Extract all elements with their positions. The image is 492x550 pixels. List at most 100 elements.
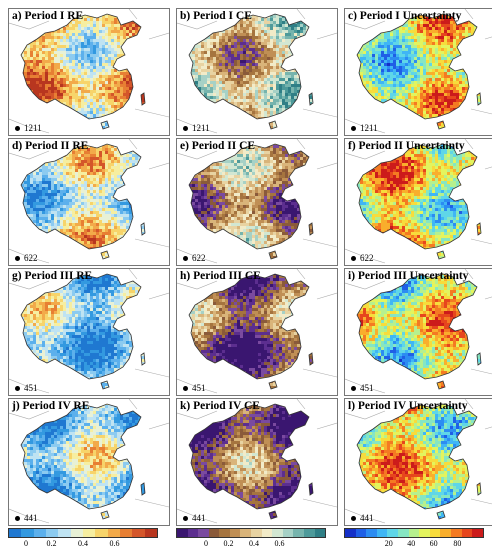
station-count: 622 xyxy=(183,253,206,263)
station-count: 451 xyxy=(183,383,206,393)
colorbar-swatch xyxy=(45,529,59,537)
colorbar-tick-label: 0.2 xyxy=(224,539,234,548)
panel-title: e) Period II CE xyxy=(180,140,255,152)
colorbar-swatch xyxy=(251,529,262,537)
station-dot-icon xyxy=(15,255,20,261)
panel-title: l) Period IV Uncertainty xyxy=(348,400,468,412)
colorbar-swatch xyxy=(21,529,34,537)
china-map-k xyxy=(177,399,337,524)
colorbar-swatch xyxy=(419,529,430,537)
colorbar-tick-label: 0 xyxy=(204,539,208,548)
colorbar-swatch xyxy=(33,529,46,537)
colorbar-swatch xyxy=(144,529,157,537)
colorbar-ce-ticks: 0 0.2 0.4 0.6 xyxy=(176,538,326,548)
station-count-value: 622 xyxy=(192,253,206,263)
colorbar-re-ticks: 0 0.2 0.4 0.6 xyxy=(8,538,158,548)
colorbar-swatch xyxy=(461,529,473,537)
colorbar-swatch xyxy=(177,529,188,537)
station-dot-icon xyxy=(351,515,356,521)
colorbar-swatch xyxy=(219,529,230,537)
colorbar-tick-label: 0.4 xyxy=(78,539,88,548)
china-map-h xyxy=(177,269,337,394)
station-dot-icon xyxy=(183,125,188,131)
map-panel-h: h) Period III CE 451 xyxy=(176,268,338,396)
panel-title: h) Period III CE xyxy=(180,270,261,282)
china-map-l xyxy=(345,399,492,524)
station-count: 441 xyxy=(351,513,374,523)
panel-title: k) Period IV CE xyxy=(180,400,260,412)
colorbar-swatch xyxy=(82,529,96,537)
map-panel-a: a) Period I RE 1211 xyxy=(8,8,170,136)
china-map-b xyxy=(177,9,337,134)
station-count-value: 1211 xyxy=(192,123,210,133)
station-count: 451 xyxy=(15,383,38,393)
panel-title: j) Period IV RE xyxy=(12,400,89,412)
colorbar-uncertainty: 20 40 60 80 xyxy=(344,528,484,548)
map-panel-i: i) Period III Uncertainty 451 xyxy=(344,268,492,396)
station-count-value: 1211 xyxy=(360,123,378,133)
colorbar-swatch xyxy=(187,529,199,537)
station-dot-icon xyxy=(183,255,188,261)
colorbar-tick-label: 0.2 xyxy=(47,539,57,548)
colorbar-swatch xyxy=(355,529,367,537)
station-count-value: 441 xyxy=(24,513,38,523)
station-dot-icon xyxy=(15,125,20,131)
map-panel-g: g) Period III RE 451 xyxy=(8,268,170,396)
colorbar-swatch xyxy=(429,529,441,537)
colorbar-swatch xyxy=(440,529,452,537)
station-count-value: 441 xyxy=(360,513,374,523)
station-count: 1211 xyxy=(15,123,42,133)
station-count: 441 xyxy=(183,513,206,523)
station-dot-icon xyxy=(351,125,356,131)
colorbar-tick-label: 0.6 xyxy=(110,539,120,548)
china-map-a xyxy=(9,9,169,134)
colorbar-swatch xyxy=(345,529,356,537)
map-panel-f: f) Period II Uncertainty 622 xyxy=(344,138,492,266)
station-count: 1211 xyxy=(351,123,378,133)
colorbar-tick-label: 40 xyxy=(407,539,415,548)
map-panel-l: l) Period IV Uncertainty 441 xyxy=(344,398,492,526)
station-count: 451 xyxy=(351,383,374,393)
colorbar-swatch xyxy=(408,529,420,537)
china-map-f xyxy=(345,139,492,264)
colorbar-swatch xyxy=(282,529,294,537)
station-count-value: 622 xyxy=(24,253,38,263)
colorbar-swatch xyxy=(119,529,133,537)
colorbar-ce-bar xyxy=(176,528,326,538)
station-dot-icon xyxy=(15,385,20,391)
colorbar-tick-label: 0 xyxy=(24,539,28,548)
station-dot-icon xyxy=(15,515,20,521)
colorbar-re-bar xyxy=(8,528,158,538)
colorbar-swatch xyxy=(472,529,483,537)
colorbar-swatch xyxy=(261,529,273,537)
colorbar-swatch xyxy=(58,529,71,537)
china-map-c xyxy=(345,9,492,134)
panel-title: a) Period I RE xyxy=(12,10,83,22)
colorbar-swatch xyxy=(95,529,108,537)
panel-title: i) Period III Uncertainty xyxy=(348,270,468,282)
colorbar-re: 0 0.2 0.4 0.6 xyxy=(8,528,158,548)
station-count-value: 451 xyxy=(24,383,38,393)
station-count-value: 441 xyxy=(192,513,206,523)
colorbar-tick-label: 0.4 xyxy=(249,539,259,548)
colorbar-swatch xyxy=(366,529,377,537)
station-count: 1211 xyxy=(183,123,210,133)
panel-title: f) Period II Uncertainty xyxy=(348,140,465,152)
colorbar-tick-label: 0.6 xyxy=(275,539,285,548)
map-panel-d: d) Period II RE 622 xyxy=(8,138,170,266)
station-count-value: 451 xyxy=(192,383,206,393)
map-panel-e: e) Period II CE 622 xyxy=(176,138,338,266)
station-dot-icon xyxy=(183,385,188,391)
colorbar-swatch xyxy=(132,529,145,537)
colorbar-swatch xyxy=(387,529,399,537)
china-map-d xyxy=(9,139,169,264)
station-count-value: 622 xyxy=(360,253,374,263)
station-dot-icon xyxy=(351,385,356,391)
colorbar-uncertainty-ticks: 20 40 60 80 xyxy=(344,538,484,548)
china-map-i xyxy=(345,269,492,394)
china-map-j xyxy=(9,399,169,524)
station-count: 622 xyxy=(15,253,38,263)
panel-title: b) Period I CE xyxy=(180,10,252,22)
colorbar-swatch xyxy=(314,529,326,537)
colorbar-swatch xyxy=(272,529,283,537)
